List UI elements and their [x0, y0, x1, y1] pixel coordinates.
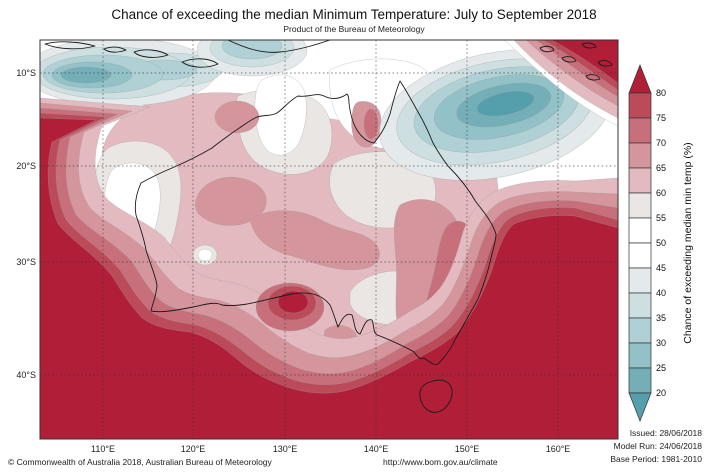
- colorbar-tick: 30: [656, 338, 666, 348]
- colorbar-ticks: 80 75 70 65 60 55 50 45 40 35 30 25 20: [656, 88, 666, 398]
- coastline-islands: [44, 40, 613, 81]
- colorbar-tick: 20: [656, 388, 666, 398]
- lat-axis: 10°S 20°S 30°S 40°S: [16, 68, 36, 380]
- colorbar: 80 75 70 65 60 55 50 45 40 35 30 25 20 C…: [628, 64, 694, 422]
- lon-tick: 160°E: [546, 444, 571, 454]
- lat-tick: 30°S: [16, 257, 36, 267]
- colorbar-arrow-top: [628, 64, 652, 94]
- colorbar-tick: 75: [656, 113, 666, 123]
- gridlines: [40, 40, 618, 439]
- colorbar-tick: 70: [656, 138, 666, 148]
- colorbar-segment: [628, 142, 652, 169]
- plot-frame: [39, 39, 619, 440]
- colorbar-axis-label: Chance of exceeding median min temp (%): [682, 142, 694, 343]
- copyright-text: © Commonwealth of Australia 2018, Austra…: [8, 457, 272, 467]
- base-period: Base Period: 1981-2010: [610, 454, 702, 464]
- colorbar-tick: 55: [656, 213, 666, 223]
- page-subtitle: Product of the Bureau of Meteorology: [283, 24, 425, 34]
- lon-axis: 110°E 120°E 130°E 140°E 150°E 160°E: [91, 444, 570, 454]
- lon-tick: 110°E: [91, 444, 115, 454]
- lat-tick: 20°S: [16, 161, 36, 171]
- colorbar-segment: [628, 92, 652, 119]
- colorbar-segment: [628, 217, 652, 244]
- colorbar-segment: [628, 342, 652, 369]
- colorbar-tick: 50: [656, 238, 666, 248]
- lon-tick: 140°E: [364, 444, 389, 454]
- colorbar-tick: 40: [656, 288, 666, 298]
- colorbar-tick: 65: [656, 163, 666, 173]
- colorbar-segment: [628, 117, 652, 144]
- bom-url: http://www.bom.gov.au/climate: [383, 457, 498, 467]
- colorbar-segment: [628, 167, 652, 194]
- colorbar-segment: [628, 242, 652, 269]
- colorbar-segment: [628, 367, 652, 394]
- model-run-date: Model Run: 24/06/2018: [613, 441, 702, 451]
- colorbar-tick: 25: [656, 363, 666, 373]
- lat-tick: 10°S: [16, 68, 36, 78]
- colorbar-tick: 60: [656, 188, 666, 198]
- lon-tick: 120°E: [181, 444, 206, 454]
- colorbar-tick: 80: [656, 88, 666, 98]
- contour-field: [40, 40, 618, 439]
- colorbar-segment: [628, 292, 652, 319]
- colorbar-tick: 35: [656, 313, 666, 323]
- colorbar-segment: [628, 267, 652, 294]
- page-title: Chance of exceeding the median Minimum T…: [111, 7, 597, 22]
- colorbar-tick: 45: [656, 263, 666, 273]
- coastline-australia: [134, 80, 497, 413]
- lon-tick: 130°E: [273, 444, 298, 454]
- colorbar-segment: [628, 192, 652, 219]
- lon-tick: 150°E: [455, 444, 480, 454]
- lat-tick: 40°S: [16, 370, 36, 380]
- colorbar-segment: [628, 317, 652, 344]
- issued-date: Issued: 28/06/2018: [629, 428, 702, 438]
- colorbar-arrow-bottom: [628, 392, 652, 422]
